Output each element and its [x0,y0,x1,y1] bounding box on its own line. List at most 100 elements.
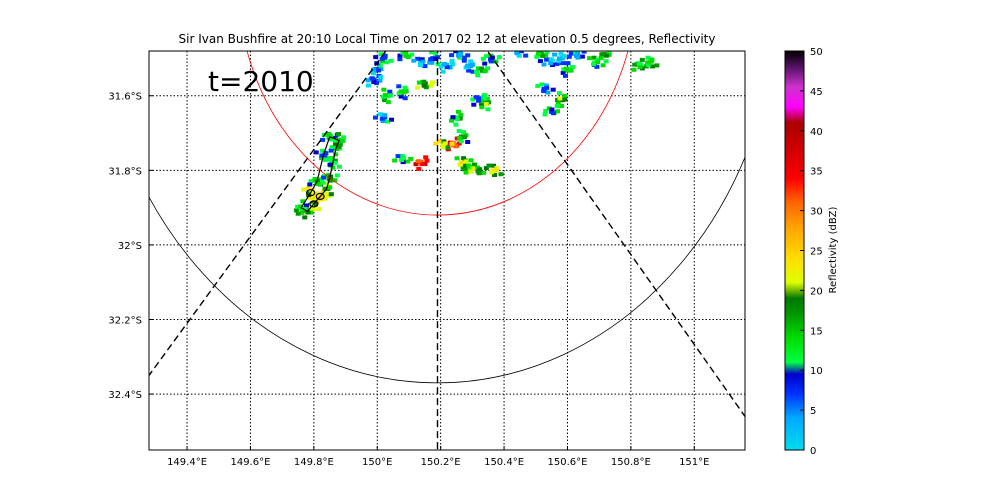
echo-pixel [476,98,482,103]
echo-pixel [516,53,522,58]
echo-cell [470,93,488,107]
echo-pixel [382,53,388,58]
echo-pixel [310,207,316,212]
echo-pixel [555,101,561,106]
echo-pixel [365,83,371,88]
echo-pixel [411,58,417,63]
echo-pixel [373,55,379,60]
echo-pixel [380,119,386,123]
echo-pixel [324,182,330,187]
echo-pixel [334,147,340,151]
echo-pixel [298,204,304,209]
echo-pixel [541,62,547,67]
echo-pixel [429,60,435,65]
echo-pixel [645,55,651,60]
echo-cell [396,84,409,101]
echo-pixel [569,65,575,69]
echo-pixel [324,191,330,196]
echo-pixel [320,180,326,185]
x-tick-label: 149.6°E [230,457,270,468]
echo-pixel [384,60,390,65]
echo-pixel [631,67,637,72]
echo-pixel [415,85,421,90]
echo-pixel [645,60,651,65]
y-tick-label: 31.6°S [108,92,142,103]
echo-pixel [470,166,476,171]
echo-pixel [492,173,498,177]
echo-pixel [598,55,604,60]
echo-pixel [566,54,572,59]
radial-line [149,51,387,376]
echo-pixel [561,54,567,59]
echo-pixel [471,102,477,107]
echo-cell [560,61,575,78]
echo-pixel [373,115,378,120]
echo-pixel [323,151,329,156]
echo-pixel [556,91,562,96]
colorbar-label: Reflectivity (dBZ) [828,206,839,293]
echo-pixel [423,155,429,160]
echo-pixel [514,51,520,55]
echo-pixel [440,69,446,74]
echo-pixel [378,52,384,57]
echo-pixel [606,51,612,53]
echo-pixel [456,141,462,146]
echo-pixel [489,170,495,175]
echo-pixel [453,144,459,149]
echo-cell [542,104,560,117]
echo-pixel [445,143,451,148]
echo-pixel [302,215,308,220]
echo-pixel [555,97,560,102]
echo-pixel [558,51,564,56]
echo-pixel [433,51,439,56]
echo-pixel [301,187,307,192]
echo-pixel [482,69,488,74]
echo-pixel [470,97,476,102]
echo-pixel [300,199,306,204]
echo-pixel [377,112,383,117]
echo-pixel [377,78,383,83]
echo-pixel [632,62,638,67]
echo-pixel [328,174,334,179]
echo-pixel [575,55,581,60]
echo-pixel [458,112,464,117]
echo-pixel [470,62,476,67]
echo-pixel [416,159,422,164]
echo-pixel [454,156,460,161]
colorbar-tick-label: 35 [810,167,823,178]
echo-pixel [461,130,466,135]
echo-pixel [546,106,552,111]
echo-pixel [649,57,655,62]
echo-pixel [461,58,467,63]
echo-pixel [563,73,568,78]
echo-pixel [548,57,554,62]
echo-pixel [380,59,385,64]
colorbar-tick-label: 15 [810,326,823,337]
echo-pixel [374,81,379,86]
echo-pixel [562,97,568,102]
echo-pixel [333,138,338,143]
echo-pixel [474,69,480,74]
echo-pixel [419,57,425,62]
echo-pixel [304,203,309,208]
echo-pixel [540,53,546,58]
echo-pixel [327,185,333,190]
echo-pixel [387,93,393,98]
echo-pixel [421,83,427,88]
colorbar-tick-label: 50 [810,47,823,58]
echo-pixel [403,89,409,94]
echo-pixel [603,59,609,64]
echo-pixel [496,55,502,60]
echo-pixel [581,51,587,54]
echo-pixel [523,53,529,58]
echo-pixel [396,84,402,89]
echo-pixel [331,160,337,165]
echo-pixel [549,107,555,112]
echo-pixel [645,62,651,67]
echo-pixel [422,64,428,69]
echo-pixel [470,69,476,74]
echo-pixel [333,152,339,157]
echo-pixel [399,158,405,162]
echo-pixel [454,117,460,122]
